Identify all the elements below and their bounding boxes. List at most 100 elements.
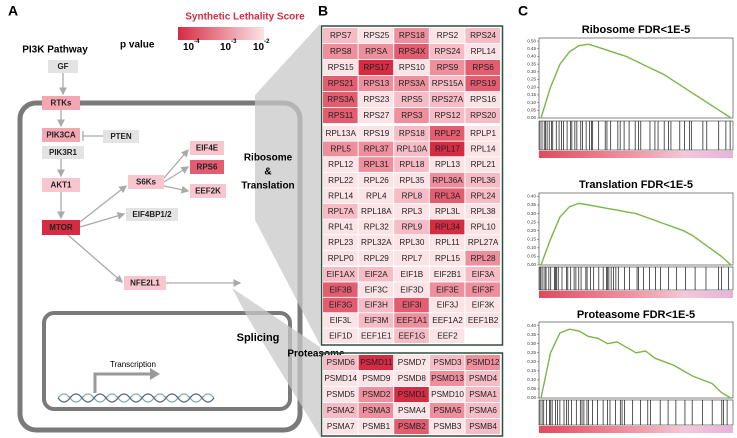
gene-label: RPL28	[471, 254, 496, 263]
gene-label: RPS18	[399, 31, 425, 40]
group-label: &	[264, 167, 271, 178]
gene-label: EEF1A1	[397, 316, 428, 325]
gene-label: EIF3L	[330, 316, 352, 325]
gene-label: PSMA2	[327, 406, 355, 415]
group-label: Splicing	[237, 332, 280, 344]
y-tick-label: 0.15	[527, 92, 536, 97]
gene-label: RPL10A	[397, 145, 428, 154]
gene-label: RPS10	[399, 63, 425, 72]
gene-label: EEF1E1	[361, 331, 392, 340]
gene-label: PSMA7	[327, 422, 355, 431]
y-tick-label: 0.00	[527, 395, 536, 400]
gene-label: RPS19	[363, 129, 389, 138]
gene-label: PSMA5	[434, 406, 462, 415]
gene-label: RPS7	[330, 31, 352, 40]
y-tick-label: 0.40	[527, 194, 536, 199]
gene-label: RPL13A	[325, 129, 356, 138]
gene-label: RPLP0	[328, 254, 354, 263]
y-tick-label: 0.30	[527, 211, 536, 216]
y-tick-label: 0.35	[527, 61, 536, 66]
y-tick-label: 0.40	[527, 323, 536, 328]
gene-label: EIF3M	[364, 316, 388, 325]
gene-label: RPL4	[366, 191, 387, 200]
gene-label: RPL41	[328, 223, 353, 232]
y-tick-label: 0.10	[527, 100, 536, 105]
gene-label: RPL9	[402, 223, 423, 232]
gene-label: PSMD12	[467, 358, 500, 367]
panel-label: A	[8, 3, 18, 19]
gene-label: PSMD2	[362, 390, 391, 399]
y-tick-label: 0.05	[527, 107, 536, 112]
node-label: PIK3CA	[46, 131, 76, 140]
y-tick-label: 0.15	[527, 368, 536, 373]
y-tick-label: 0.00	[527, 115, 536, 120]
gene-label: RPL32	[364, 223, 389, 232]
node-label: RTKs	[51, 99, 72, 108]
y-tick-label: 0.25	[527, 350, 536, 355]
gene-label: EIF3K	[472, 301, 495, 310]
hits-frame	[539, 121, 733, 150]
gene-label: RPS3A	[327, 95, 354, 104]
y-tick-label: 0.20	[527, 84, 536, 89]
gene-label: RPL27A	[468, 238, 499, 247]
gene-label: RPS24	[470, 31, 496, 40]
gene-label: RPS3A	[398, 79, 425, 88]
gene-label: RPL34	[435, 223, 460, 232]
gene-label: RPS4X	[398, 47, 425, 56]
node-label: PIK3R1	[49, 148, 78, 157]
gene-label: EIF3E	[436, 285, 459, 294]
gene-label: RPS6	[472, 63, 494, 72]
y-tick-label: 0.25	[527, 77, 536, 82]
node-label: EIF4BP1/2	[132, 210, 172, 219]
pathway-title: PI3K Pathway	[22, 45, 88, 56]
gene-label: RPS21	[328, 79, 354, 88]
tick-exponent: -3	[231, 39, 237, 45]
gene-label: RPL7A	[328, 207, 354, 216]
gene-label: EIF3I	[402, 301, 422, 310]
gene-label: RPL22	[328, 176, 353, 185]
gene-label: PSMD10	[431, 390, 464, 399]
legend-tick: 10-4	[183, 39, 200, 53]
gene-label: RPS25	[363, 31, 389, 40]
node-label: EEF2K	[195, 187, 221, 196]
node-label: S6Ks	[136, 178, 157, 187]
gene-label: EIF3C	[365, 285, 388, 294]
tick-base: 10	[253, 42, 265, 53]
gene-label: RPL36	[471, 176, 496, 185]
gene-label: RPS15A	[432, 79, 464, 88]
panel-label: C	[518, 3, 528, 19]
gene-label: RPSA	[365, 47, 388, 56]
y-tick-label: 0.20	[527, 228, 536, 233]
node-label: AKT1	[51, 181, 72, 190]
gene-label: RPL24	[471, 191, 496, 200]
gene-label: RPS24	[435, 47, 461, 56]
gene-label: PSMB2	[398, 422, 426, 431]
gene-label: EIF1AX	[327, 270, 356, 279]
gene-label: RPL12	[328, 160, 353, 169]
gene-label: RPS18	[399, 129, 425, 138]
gene-label: PSMA6	[469, 406, 497, 415]
gene-label: EIF3D	[400, 285, 423, 294]
y-tick-label: 0.00	[527, 262, 536, 267]
gene-label: RPL13	[435, 160, 460, 169]
gene-label: RPS19	[470, 79, 496, 88]
node-label: PTEN	[110, 132, 132, 141]
gene-label: RPS9	[437, 63, 459, 72]
gene-label: RPL31	[364, 160, 389, 169]
gene-label: PSMD14	[324, 374, 357, 383]
node-label: GF	[57, 62, 68, 71]
gene-label: PSMD4	[469, 374, 498, 383]
gene-label: RPS16	[470, 95, 496, 104]
gene-label: EIF3F	[472, 285, 494, 294]
gene-label: RPL38	[471, 207, 496, 216]
gene-label: PSMB1	[362, 422, 390, 431]
plot-frame	[539, 38, 733, 118]
gene-label: PSMD11	[360, 358, 393, 367]
gene-label: RPL17	[435, 145, 460, 154]
gene-label: PSMD1	[398, 390, 427, 399]
rank-bar	[539, 291, 733, 298]
arrows	[58, 73, 240, 402]
gene-label: RPL21	[471, 160, 496, 169]
group-label: Ribosome	[244, 153, 293, 164]
